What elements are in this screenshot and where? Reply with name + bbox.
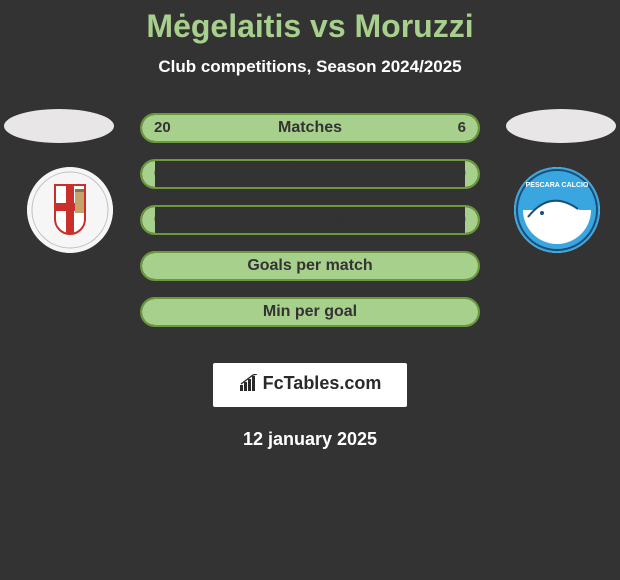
stat-row-hattricks: 0 Hattricks 0 <box>140 205 480 235</box>
stat-row-goals-per-match: Goals per match <box>140 251 480 281</box>
stat-label: Min per goal <box>142 299 478 325</box>
stat-bars: 20 Matches 6 0 Goals 0 0 Hattricks 0 <box>140 113 480 343</box>
stat-row-min-per-goal: Min per goal <box>140 297 480 327</box>
footer: FcTables.com <box>0 363 620 407</box>
stat-label: Matches <box>142 115 478 141</box>
comparison-chart: PESCARA CALCIO 20 Matches 6 0 Goals 0 <box>0 105 620 345</box>
stat-row-matches: 20 Matches 6 <box>140 113 480 143</box>
stat-label: Goals per match <box>142 253 478 279</box>
svg-text:PESCARA CALCIO: PESCARA CALCIO <box>526 182 589 189</box>
subtitle: Club competitions, Season 2024/2025 <box>0 57 620 77</box>
stat-right-value: 0 <box>458 207 466 233</box>
stat-right-value: 0 <box>458 161 466 187</box>
date: 12 january 2025 <box>0 429 620 450</box>
club-badge-right: PESCARA CALCIO <box>514 167 600 253</box>
site-logo-text: FcTables.com <box>263 373 382 393</box>
chart-icon <box>239 374 259 397</box>
site-logo: FcTables.com <box>213 363 408 407</box>
stat-label: Goals <box>142 161 478 187</box>
stat-label: Hattricks <box>142 207 478 233</box>
player-head-right <box>506 109 616 143</box>
stat-right-value: 6 <box>458 115 466 141</box>
club-badge-left <box>27 167 113 253</box>
page-title: Mėgelaitis vs Moruzzi <box>0 8 620 45</box>
stat-row-goals: 0 Goals 0 <box>140 159 480 189</box>
player-head-left <box>4 109 114 143</box>
